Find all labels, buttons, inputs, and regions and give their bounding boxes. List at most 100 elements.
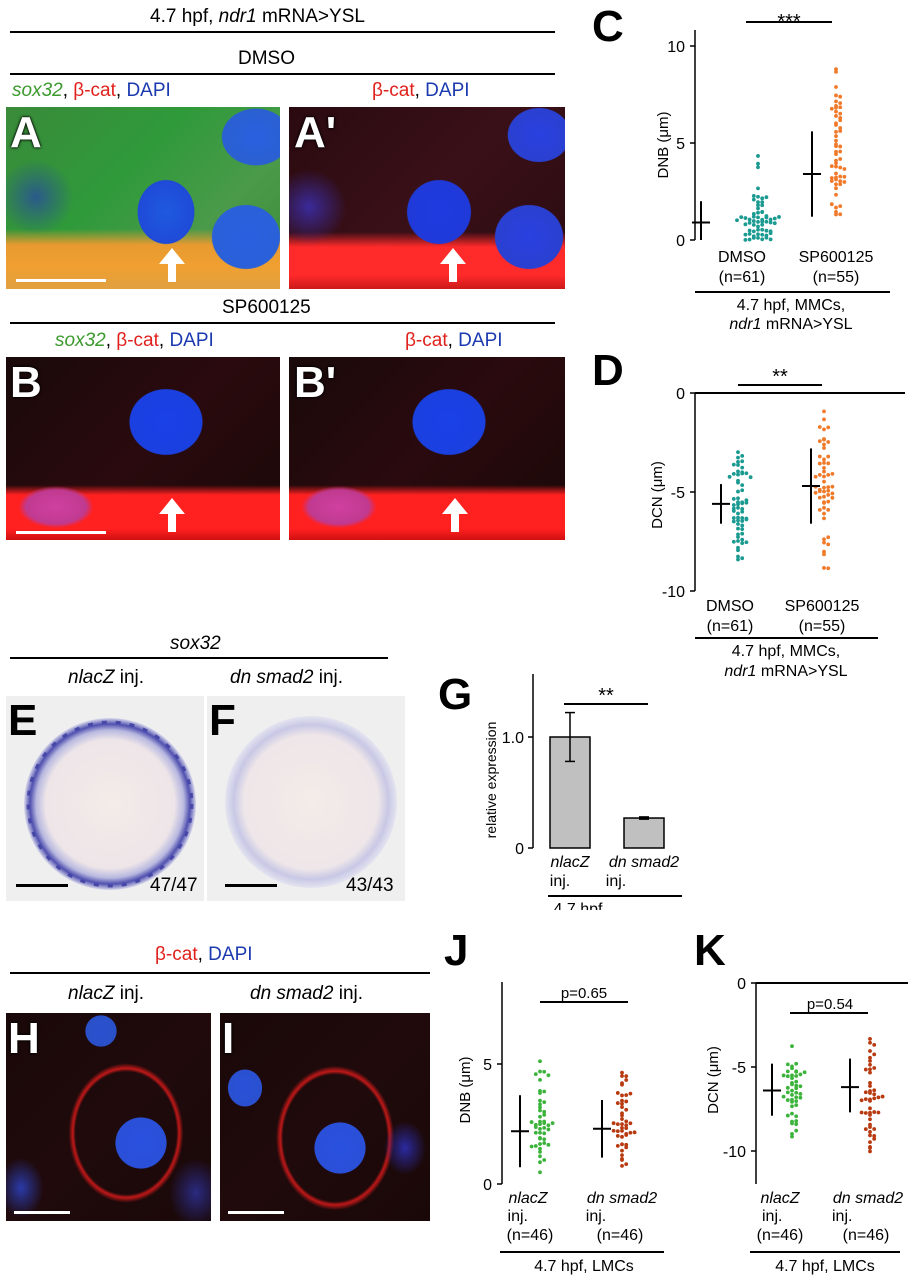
k-nlacz-dot bbox=[790, 1131, 794, 1136]
c-dmso-dot bbox=[760, 209, 765, 214]
k-nlacz-dot bbox=[798, 1091, 803, 1096]
d-dmso-dot bbox=[731, 471, 736, 476]
d-sp-dot bbox=[817, 461, 822, 466]
d-dmso-dot bbox=[736, 522, 740, 526]
j-nlacz-dot bbox=[538, 1119, 542, 1124]
k-ytick-label: -5 bbox=[732, 1060, 746, 1077]
j-nlacz-dot bbox=[538, 1160, 542, 1165]
label-F-gene: dn smad2 bbox=[230, 667, 314, 688]
c-sig-label: *** bbox=[777, 11, 801, 33]
k-dnsmad-dot bbox=[863, 1067, 868, 1072]
label-E-suffix: inj. bbox=[114, 667, 145, 688]
c-dmso-dot bbox=[760, 222, 765, 227]
j-cat-n: (n=46) bbox=[597, 1227, 644, 1244]
k-dnsmad-dot bbox=[872, 1096, 877, 1101]
k-nlacz-dot bbox=[790, 1080, 794, 1085]
c-sp-dot bbox=[834, 69, 838, 74]
k-nlacz-dot bbox=[790, 1111, 794, 1116]
k-dnsmad-dot bbox=[868, 1122, 872, 1127]
j-dnsmad-dot bbox=[628, 1130, 633, 1135]
j-nlacz-dot bbox=[538, 1077, 542, 1082]
d-dmso-dot bbox=[736, 526, 740, 531]
bcat-label: β-cat bbox=[73, 80, 116, 101]
dapi-label: DAPI bbox=[208, 944, 253, 965]
d-dmso-dot bbox=[736, 496, 740, 501]
c-dmso-dot bbox=[768, 220, 773, 225]
c-dmso-dot bbox=[760, 232, 765, 237]
bcat-label: β-cat bbox=[116, 330, 159, 351]
sox32-rule bbox=[10, 657, 388, 659]
j-nlacz-dot bbox=[546, 1127, 551, 1132]
d-dmso-dot bbox=[740, 488, 745, 493]
c-sp-dot bbox=[834, 205, 838, 210]
j-ytick-label: 0 bbox=[483, 1177, 492, 1194]
d-dmso-dot bbox=[740, 527, 745, 532]
c-dmso-dot bbox=[764, 214, 769, 218]
arrow-B-icon bbox=[159, 498, 185, 532]
c-sp-dot bbox=[838, 105, 843, 110]
d-sp-dot bbox=[826, 499, 831, 504]
k-dnsmad-dot bbox=[868, 1140, 872, 1145]
stain-label-H: β-cat, DAPI bbox=[155, 944, 253, 966]
j-dnsmad-dot bbox=[620, 1125, 624, 1130]
j-nlacz-dot bbox=[546, 1073, 551, 1078]
d-sp-dot bbox=[830, 491, 835, 496]
c-dmso-dot bbox=[777, 215, 781, 219]
comma: , bbox=[414, 80, 426, 101]
d-dmso-dot bbox=[736, 478, 740, 483]
d-ytick-label: -10 bbox=[662, 584, 685, 601]
d-dmso-dot bbox=[731, 503, 736, 507]
sp600125-header: SP600125 bbox=[222, 297, 311, 318]
c-dmso-dot bbox=[751, 222, 756, 227]
j-nlacz-dot bbox=[529, 1144, 534, 1149]
k-nlacz-dot bbox=[785, 1085, 790, 1090]
k-dnsmad-dot bbox=[876, 1110, 881, 1115]
k-dnsmad-dot bbox=[863, 1127, 868, 1132]
dapi-label: DAPI bbox=[425, 80, 470, 101]
panel-letter-K: K bbox=[694, 926, 726, 975]
k-nlacz-dot bbox=[790, 1044, 794, 1049]
c-sp-dot bbox=[829, 176, 834, 180]
c-dmso-dot bbox=[756, 227, 760, 232]
g-ytick-label: 1.0 bbox=[502, 730, 524, 747]
d-dmso-dot bbox=[744, 517, 749, 522]
c-dmso-dot bbox=[743, 222, 748, 227]
d-dmso-dot bbox=[736, 535, 740, 539]
label-I: dn smad2 inj. bbox=[250, 983, 363, 1005]
c-dmso-dot bbox=[756, 206, 760, 211]
c-sp-dot bbox=[842, 167, 847, 171]
sp-rule bbox=[10, 322, 555, 324]
j-dnsmad-dot bbox=[611, 1121, 616, 1126]
micrograph-A bbox=[6, 107, 280, 289]
title-gene: ndr1 bbox=[218, 6, 257, 27]
d-dmso-dot bbox=[736, 557, 740, 562]
c-dmso-dot bbox=[747, 217, 752, 222]
k-nlacz-dot bbox=[790, 1134, 794, 1139]
j-nlacz-dot bbox=[542, 1112, 547, 1117]
chart-D: 0 -5 -10 DCN (μm) ** DMSO (n=61) SP600125 (n=55)… bbox=[649, 366, 905, 680]
k-dnsmad-dot bbox=[872, 1066, 877, 1070]
k-dnsmad-dot bbox=[863, 1090, 868, 1095]
k-cat-inj: inj. bbox=[832, 1208, 852, 1225]
k-nlacz-dot bbox=[790, 1088, 794, 1093]
c-ytick-label: 0 bbox=[676, 233, 685, 250]
c-sp-dot bbox=[834, 212, 838, 217]
stain-label-B: sox32, β-cat, DAPI bbox=[55, 330, 214, 352]
k-cat-label: nlacZ bbox=[760, 1190, 800, 1207]
c-dmso-dot bbox=[764, 219, 769, 224]
d-sp-dot bbox=[826, 440, 831, 444]
k-nlacz-dot bbox=[794, 1099, 799, 1104]
c-sp-dot bbox=[838, 157, 843, 161]
j-nlacz-dot bbox=[538, 1130, 542, 1135]
c-ytick-label: 5 bbox=[676, 136, 685, 153]
j-dnsmad-dot bbox=[624, 1123, 629, 1128]
c-sp-dot bbox=[829, 106, 834, 111]
c-dmso-dot bbox=[772, 221, 777, 226]
j-nlacz-dot bbox=[538, 1088, 542, 1093]
bcat-label: β-cat bbox=[405, 330, 448, 351]
c-dmso-dot bbox=[756, 200, 760, 205]
k-dnsmad-dot bbox=[868, 1067, 872, 1072]
j-nlacz-dot bbox=[542, 1109, 547, 1114]
sox32-title: sox32 bbox=[170, 633, 221, 654]
j-dnsmad-dot bbox=[611, 1128, 616, 1133]
